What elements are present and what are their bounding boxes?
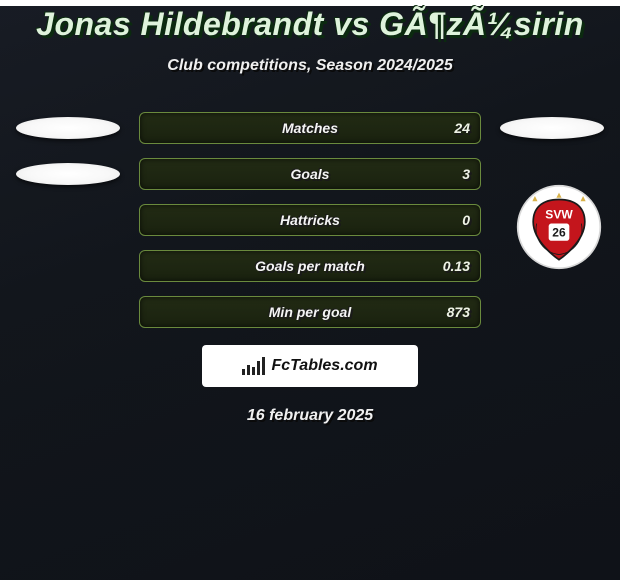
left-player-ellipse <box>16 163 120 185</box>
club-badge-svg: SVW 26 <box>516 184 602 270</box>
stat-bar: Goals 3 <box>139 158 481 190</box>
stat-value-right: 24 <box>454 120 470 136</box>
stat-value-right: 3 <box>462 166 470 182</box>
stat-bar: Hattricks 0 <box>139 204 481 236</box>
stat-value-right: 0.13 <box>443 258 470 274</box>
left-slot <box>13 299 123 325</box>
right-slot <box>497 115 607 141</box>
bar-chart-icon <box>242 357 265 375</box>
badge-initials: SVW <box>545 207 573 221</box>
left-slot <box>13 207 123 233</box>
right-player-ellipse <box>500 117 604 139</box>
stat-bar: Matches 24 <box>139 112 481 144</box>
stat-label: Min per goal <box>269 304 351 320</box>
left-slot <box>13 115 123 141</box>
date-text: 16 february 2025 <box>0 407 620 425</box>
left-slot <box>13 161 123 187</box>
stat-bar: Min per goal 873 <box>139 296 481 328</box>
stat-label: Goals <box>291 166 330 182</box>
brand-box[interactable]: FcTables.com <box>202 345 418 387</box>
stat-label: Matches <box>282 120 338 136</box>
stat-value-right: 873 <box>447 304 470 320</box>
stat-label: Goals per match <box>255 258 365 274</box>
club-badge: SVW 26 <box>516 184 602 270</box>
brand-text: FcTables.com <box>271 357 377 375</box>
stat-row: Matches 24 <box>0 113 620 143</box>
left-player-ellipse <box>16 117 120 139</box>
right-slot <box>497 299 607 325</box>
stat-value-right: 0 <box>462 212 470 228</box>
page-title: Jonas Hildebrandt vs GÃ¶zÃ¼sirin <box>0 6 620 43</box>
badge-number: 26 <box>552 225 566 239</box>
stat-bar: Goals per match 0.13 <box>139 250 481 282</box>
page-subtitle: Club competitions, Season 2024/2025 <box>0 57 620 75</box>
stat-label: Hattricks <box>280 212 340 228</box>
stat-row: Min per goal 873 <box>0 297 620 327</box>
left-slot <box>13 253 123 279</box>
